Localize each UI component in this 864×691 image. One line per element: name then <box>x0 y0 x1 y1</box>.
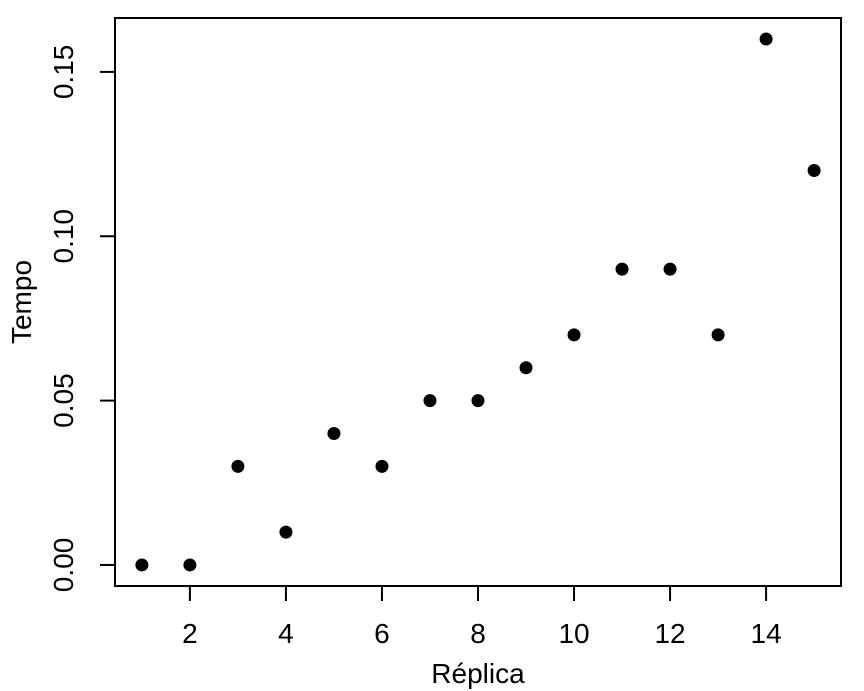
y-tick-label: 0.15 <box>48 45 79 100</box>
data-point <box>471 394 485 408</box>
data-point <box>423 394 437 408</box>
x-tick-label: 14 <box>751 618 782 649</box>
data-point <box>183 558 197 572</box>
data-point <box>615 262 629 276</box>
data-point <box>279 525 293 539</box>
y-axis-title: Tempo <box>6 260 37 344</box>
data-points <box>135 32 821 572</box>
data-point <box>567 328 581 342</box>
data-point <box>663 262 677 276</box>
data-point <box>327 426 341 440</box>
x-tick-label: 12 <box>654 618 685 649</box>
data-point <box>375 459 389 473</box>
plot-frame <box>114 17 842 587</box>
data-point <box>711 328 725 342</box>
y-axis: 0.00 0.05 0.10 0.15 <box>48 45 116 593</box>
data-point <box>807 164 821 178</box>
x-tick-label: 10 <box>558 618 589 649</box>
x-tick-label: 2 <box>182 618 198 649</box>
x-axis: 2 4 6 8 10 12 14 <box>182 585 782 649</box>
y-tick-label: 0.05 <box>48 373 79 428</box>
y-tick-label: 0.10 <box>48 209 79 264</box>
data-point <box>759 32 773 46</box>
x-tick-label: 6 <box>374 618 390 649</box>
x-axis-title: Réplica <box>431 658 525 689</box>
x-tick-label: 8 <box>470 618 486 649</box>
y-tick-label: 0.00 <box>48 538 79 593</box>
x-tick-label: 4 <box>278 618 294 649</box>
data-point <box>519 361 533 375</box>
data-point <box>135 558 149 572</box>
data-point <box>231 459 245 473</box>
